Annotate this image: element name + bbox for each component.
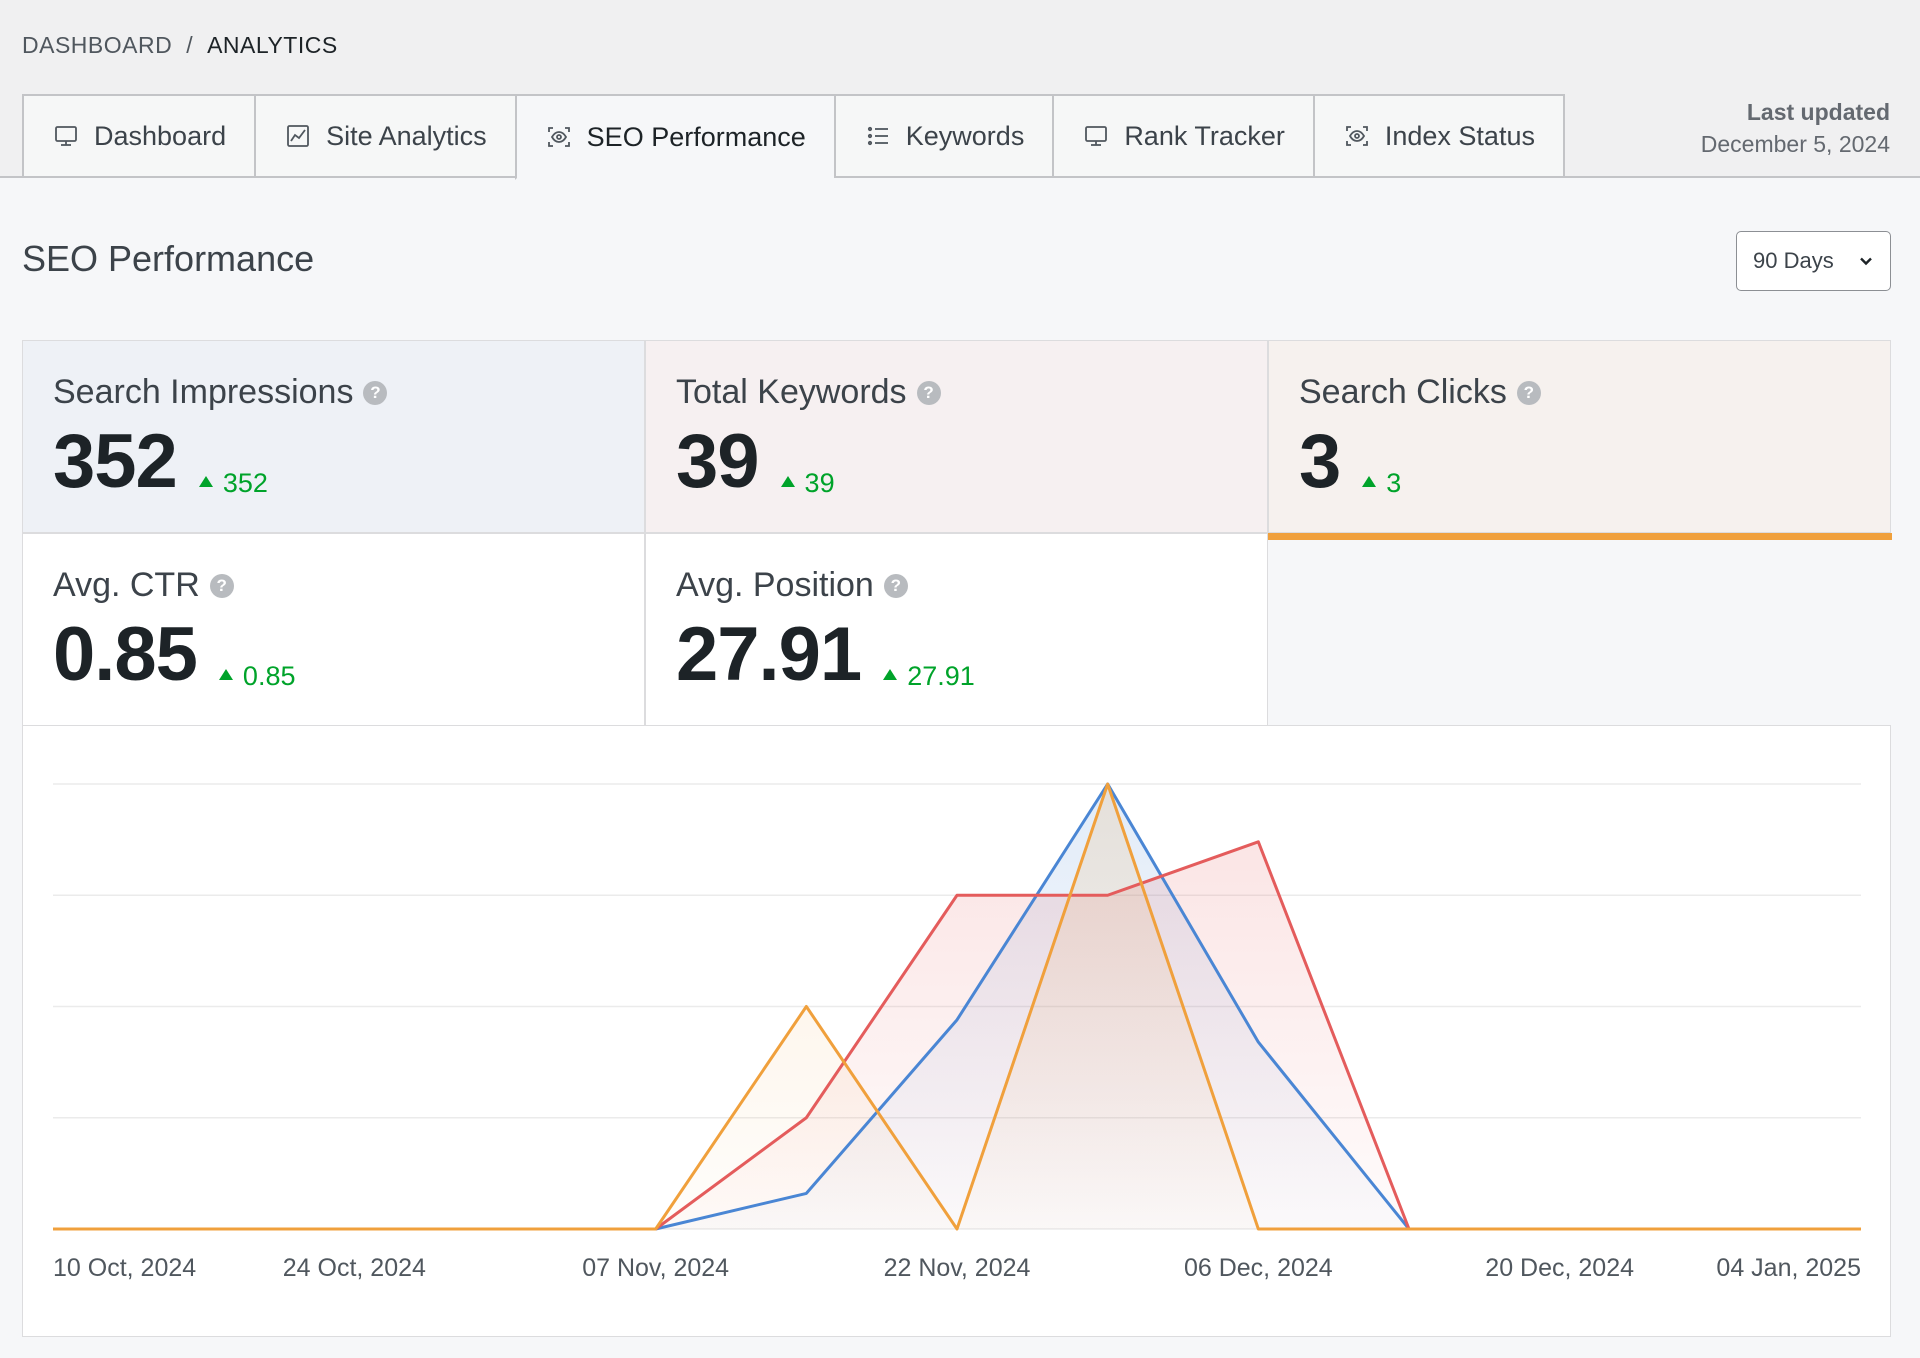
period-select[interactable]: 90 Days bbox=[1736, 231, 1891, 291]
main-content: SEO Performance 90 Days Search Impressio… bbox=[0, 178, 1920, 1358]
stat-label-text: Search Clicks bbox=[1299, 373, 1507, 411]
x-tick-label: 10 Oct, 2024 bbox=[53, 1254, 196, 1282]
monitor-icon bbox=[55, 126, 77, 146]
x-tick-label: 20 Dec, 2024 bbox=[1485, 1254, 1634, 1282]
last-updated-label: Last updated bbox=[1746, 99, 1890, 125]
tab-dashboard[interactable]: Dashboard bbox=[22, 94, 255, 178]
tabs: Dashboard Site Analytics SEO Performance Ke… bbox=[22, 94, 1565, 180]
stat-label: Avg. CTR? bbox=[53, 566, 614, 605]
stat-label: Avg. Position? bbox=[676, 566, 1237, 605]
tab-label: Dashboard bbox=[94, 120, 227, 151]
stat-delta: 3 bbox=[1362, 468, 1401, 499]
breadcrumb-separator: / bbox=[186, 32, 194, 58]
breadcrumb: DASHBOARD / ANALYTICS bbox=[22, 32, 338, 59]
tab-label: Rank Tracker bbox=[1124, 120, 1285, 151]
stat-delta: 39 bbox=[780, 468, 835, 499]
x-tick-label: 04 Jan, 2025 bbox=[1716, 1254, 1861, 1282]
breadcrumb-current: ANALYTICS bbox=[207, 32, 338, 58]
list-icon bbox=[867, 126, 888, 146]
stat-value: 0.85 bbox=[53, 612, 198, 697]
chart-icon bbox=[287, 125, 309, 147]
stat-value: 3 bbox=[1299, 419, 1341, 504]
stat-card-avg-position: Avg. Position? 27.91 27.91 bbox=[645, 533, 1268, 726]
stat-label: Search Clicks? bbox=[1299, 373, 1860, 412]
stat-value-row: 39 39 bbox=[676, 418, 1237, 505]
stat-underline bbox=[1267, 533, 1892, 540]
stat-card-search-impressions: Search Impressions? 352 352 bbox=[21, 340, 646, 540]
up-arrow-icon bbox=[1362, 476, 1377, 487]
stat-delta-value: 3 bbox=[1386, 468, 1402, 498]
stat-card-search-clicks: Search Clicks? 3 3 bbox=[1267, 340, 1892, 540]
stat-delta: 352 bbox=[198, 468, 268, 499]
stat-delta-value: 352 bbox=[222, 468, 268, 498]
eye-scan-icon bbox=[547, 127, 570, 147]
tab-site-analytics[interactable]: Site Analytics bbox=[254, 94, 515, 178]
x-tick-label: 07 Nov, 2024 bbox=[582, 1254, 729, 1282]
stat-value-row: 27.91 27.91 bbox=[676, 611, 1237, 698]
help-icon[interactable]: ? bbox=[883, 573, 908, 598]
x-tick-label: 22 Nov, 2024 bbox=[884, 1254, 1031, 1282]
help-icon[interactable]: ? bbox=[209, 573, 234, 598]
page-title: SEO Performance bbox=[22, 238, 315, 279]
stat-value-row: 0.85 0.85 bbox=[53, 611, 614, 698]
stat-delta: 27.91 bbox=[883, 661, 975, 692]
last-updated-date: December 5, 2024 bbox=[1700, 131, 1890, 157]
x-tick-label: 24 Oct, 2024 bbox=[283, 1254, 426, 1282]
last-updated: Last updated December 5, 2024 bbox=[1701, 96, 1890, 160]
help-icon[interactable]: ? bbox=[363, 380, 388, 405]
tab-bar: Dashboard Site Analytics SEO Performance Ke… bbox=[0, 94, 1920, 180]
chart-area-keywords bbox=[53, 841, 1861, 1229]
stats-grid: Search Impressions? 352 352 Total Keywords?… bbox=[21, 340, 1892, 726]
breadcrumb-root[interactable]: DASHBOARD bbox=[22, 32, 173, 58]
tab-rank-tracker[interactable]: Rank Tracker bbox=[1052, 94, 1313, 178]
stat-delta-value: 39 bbox=[804, 468, 835, 498]
stat-value: 27.91 bbox=[676, 612, 862, 697]
chart-line-clicks bbox=[53, 782, 1861, 1231]
tab-label: Keywords bbox=[905, 120, 1025, 151]
stat-label-text: Total Keywords bbox=[676, 373, 907, 411]
stat-label: Total Keywords? bbox=[676, 373, 1237, 412]
help-icon[interactable]: ? bbox=[1516, 380, 1541, 405]
stat-delta-value: 27.91 bbox=[907, 661, 975, 691]
chevron-down-icon bbox=[1860, 257, 1872, 266]
stat-value: 39 bbox=[676, 419, 760, 504]
help-icon[interactable]: ? bbox=[916, 380, 941, 405]
up-arrow-icon bbox=[780, 476, 795, 487]
stat-delta: 0.85 bbox=[218, 661, 296, 692]
seo-chart: 10 Oct, 2024 24 Oct, 2024 07 Nov, 2024 22 N… bbox=[22, 725, 1891, 1337]
stat-label-text: Avg. Position bbox=[676, 566, 874, 604]
up-arrow-icon bbox=[883, 669, 898, 680]
stat-value-row: 352 352 bbox=[53, 418, 614, 505]
tab-label: Index Status bbox=[1384, 120, 1535, 151]
monitor-icon bbox=[1085, 126, 1108, 146]
chart-svg: 10 Oct, 2024 24 Oct, 2024 07 Nov, 2024 22 N… bbox=[53, 782, 1861, 1282]
up-arrow-icon bbox=[198, 476, 213, 487]
stat-value: 352 bbox=[53, 419, 178, 504]
eye-scan-icon bbox=[1345, 126, 1368, 146]
stat-card-total-keywords: Total Keywords? 39 39 bbox=[644, 340, 1269, 540]
stat-label: Search Impressions? bbox=[53, 373, 614, 412]
period-select-value: 90 Days bbox=[1753, 248, 1834, 273]
tab-label: Site Analytics bbox=[326, 120, 487, 151]
tab-label: SEO Performance bbox=[586, 121, 806, 152]
stat-card-avg-ctr: Avg. CTR? 0.85 0.85 bbox=[22, 533, 645, 726]
up-arrow-icon bbox=[218, 669, 233, 680]
stat-label-text: Avg. CTR bbox=[53, 566, 200, 604]
tab-index-status[interactable]: Index Status bbox=[1312, 94, 1565, 178]
stat-delta-value: 0.85 bbox=[242, 661, 296, 691]
x-tick-label: 06 Dec, 2024 bbox=[1184, 1254, 1333, 1282]
stat-label-text: Search Impressions bbox=[53, 373, 354, 411]
tab-seo-performance[interactable]: SEO Performance bbox=[514, 94, 834, 180]
tab-keywords[interactable]: Keywords bbox=[833, 94, 1053, 178]
